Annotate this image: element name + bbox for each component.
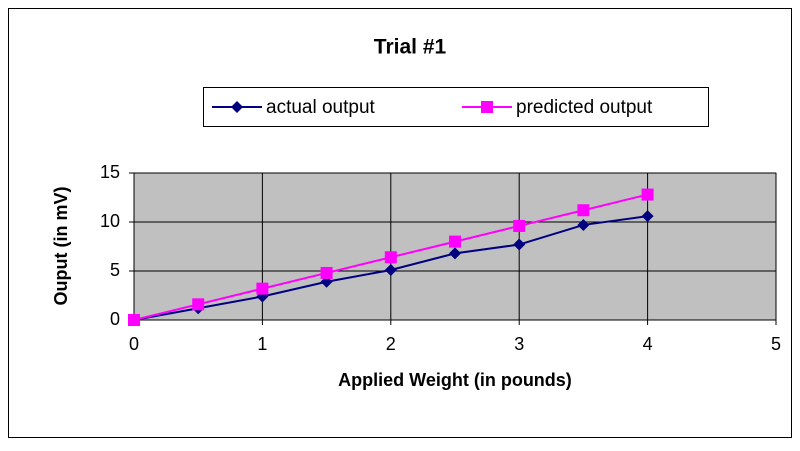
legend-marker	[481, 101, 493, 113]
point	[256, 282, 269, 295]
legend-label: predicted output	[516, 97, 653, 118]
point	[320, 266, 333, 279]
point	[192, 298, 205, 311]
x-tick-label: 5	[771, 334, 781, 354]
point	[513, 238, 526, 251]
y-tick-label: 0	[110, 309, 120, 329]
point	[577, 204, 590, 217]
point	[513, 219, 526, 232]
x-axis-label: Applied Weight (in pounds)	[338, 370, 572, 390]
x-tick-label: 2	[386, 334, 396, 354]
x-tick-label: 3	[514, 334, 524, 354]
legend-marker	[231, 101, 243, 113]
x-tick-label: 0	[129, 334, 139, 354]
x-tick-label: 1	[257, 334, 267, 354]
y-tick-label: 5	[110, 260, 120, 280]
x-tick-label: 4	[643, 334, 653, 354]
chart-title: Trial #1	[374, 36, 447, 59]
point	[449, 247, 461, 260]
y-tick-label: 15	[100, 162, 120, 182]
legend-box	[203, 87, 709, 127]
legend-label: actual output	[266, 97, 376, 118]
point	[449, 235, 461, 248]
point	[128, 314, 140, 326]
point	[384, 264, 397, 277]
y-tick-label: 10	[100, 211, 120, 231]
point	[641, 210, 654, 223]
point	[577, 218, 590, 231]
point	[641, 188, 654, 201]
point	[384, 251, 397, 264]
y-axis-label: Ouput (in mV)	[51, 187, 71, 306]
